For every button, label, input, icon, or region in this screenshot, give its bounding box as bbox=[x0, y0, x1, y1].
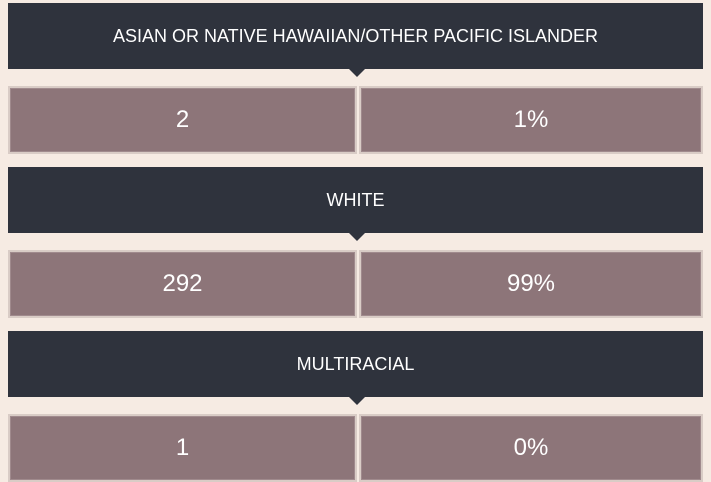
percent-cell: 1% bbox=[359, 86, 703, 154]
percent-cell: 99% bbox=[359, 250, 703, 318]
header-pointer bbox=[349, 397, 365, 405]
header-pointer bbox=[349, 233, 365, 241]
count-cell: 292 bbox=[8, 250, 357, 318]
header-pointer bbox=[349, 69, 365, 77]
percent-cell: 0% bbox=[359, 414, 703, 482]
count-cell: 2 bbox=[8, 86, 357, 154]
group-header: WHITE bbox=[8, 167, 703, 233]
count-cell: 1 bbox=[8, 414, 357, 482]
group-header: MULTIRACIAL bbox=[8, 331, 703, 397]
group-header: ASIAN OR NATIVE HAWAIIAN/OTHER PACIFIC I… bbox=[8, 3, 703, 69]
